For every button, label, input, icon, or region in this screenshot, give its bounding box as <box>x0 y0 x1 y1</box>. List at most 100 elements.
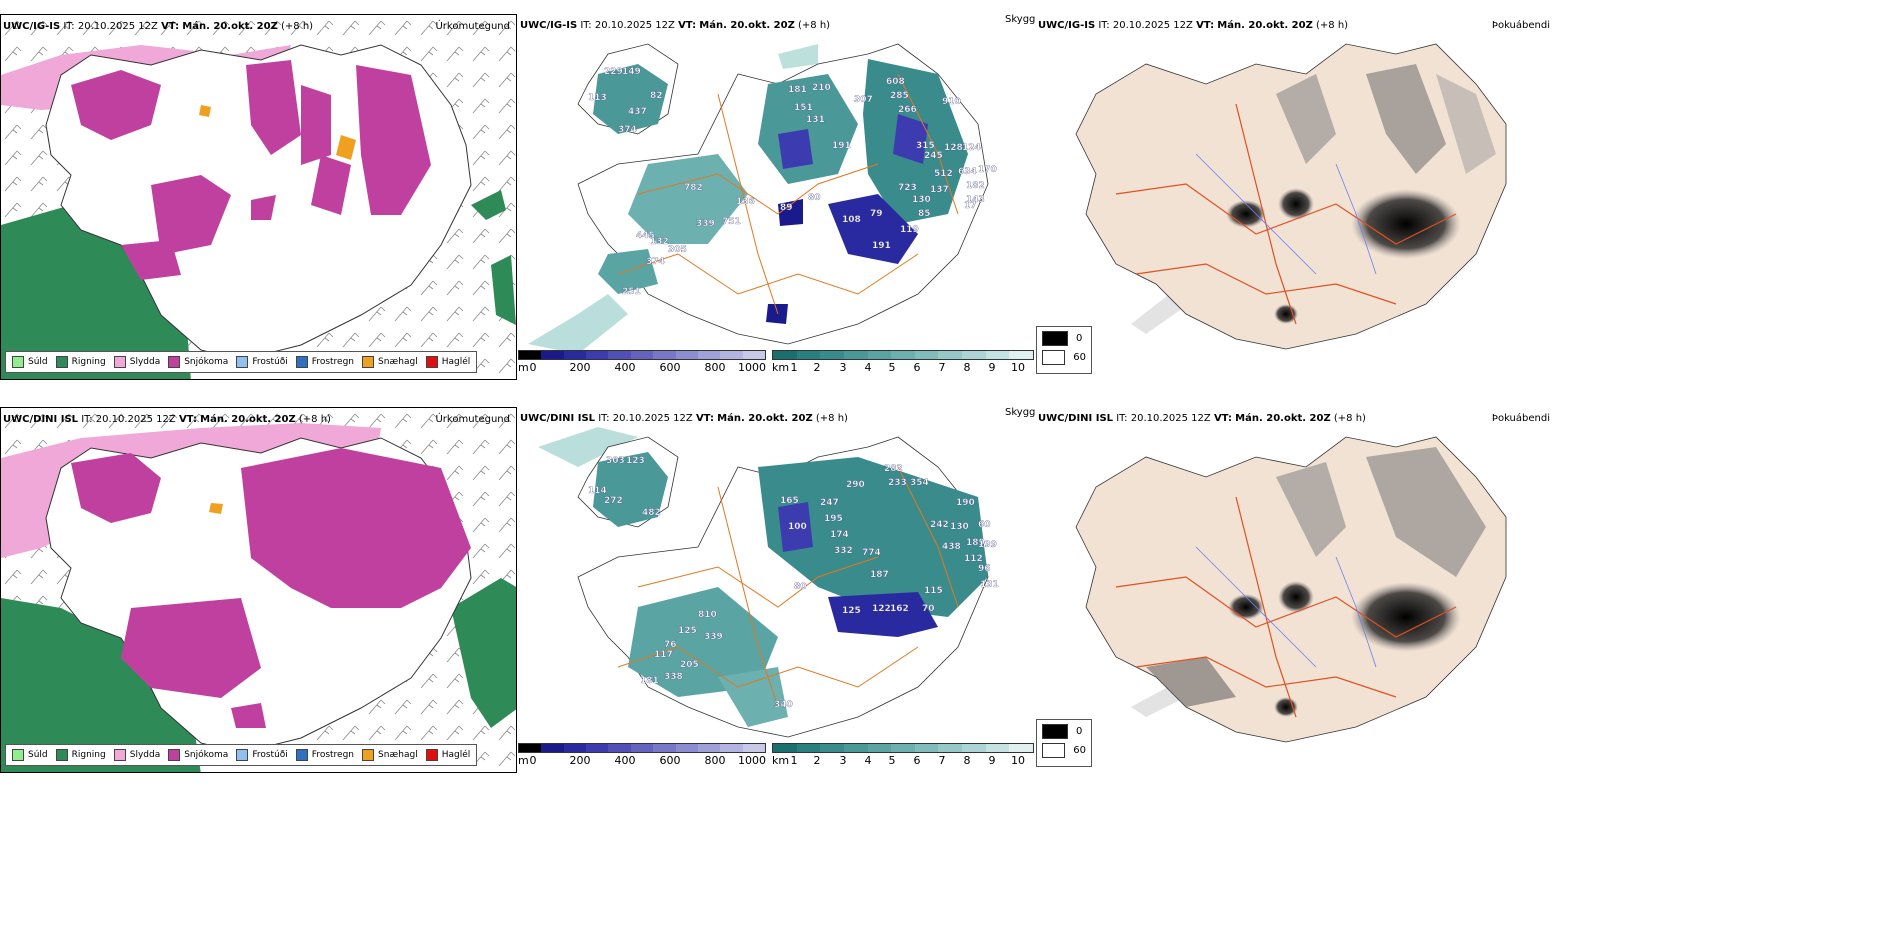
visibility-value-label: 340 <box>774 700 793 710</box>
it-label: IT: <box>63 21 75 32</box>
visibility-value-label: 136 <box>736 197 755 207</box>
header-row2-mid: UWC/DINI ISL IT: 20.10.2025 12Z VT: Mán.… <box>520 413 848 424</box>
fog-legend-swatch <box>1042 331 1068 346</box>
visibility-value-label: 96 <box>978 564 991 574</box>
legend-item: Snjókoma <box>168 749 228 761</box>
km-tick: 4 <box>864 361 872 374</box>
visibility-value-label: 774 <box>862 548 881 558</box>
visibility-value-label: 195 <box>824 514 843 524</box>
it-label: IT: <box>81 414 93 425</box>
m-tick: 600 <box>659 754 681 767</box>
legend-label: Snjókoma <box>184 750 229 760</box>
visibility-km-colorbar-row1: km 1 2 3 4 5 6 7 8 9 10 <box>772 350 1034 376</box>
legend-swatch <box>55 749 68 761</box>
lead-time: (+8 h) <box>815 413 848 424</box>
legend-item: Rigning <box>55 749 106 761</box>
vt-label: VT: <box>161 21 180 32</box>
it-value: 20.10.2025 12Z <box>594 20 675 31</box>
it-value: 20.10.2025 12Z <box>95 414 176 425</box>
km-unit-label: km <box>772 754 790 767</box>
visibility-value-label: 290 <box>846 480 865 490</box>
legend-item: Frostúði <box>236 749 288 761</box>
visibility-m-colorbar-row2: m 0 200 400 600 800 1000 <box>518 743 766 769</box>
visibility-value-label: 149 <box>622 67 641 77</box>
legend-item: Frostregn <box>295 356 354 368</box>
colorbar-strip <box>772 743 1034 753</box>
km-tick: 2 <box>813 754 821 767</box>
m-tick: 200 <box>569 754 591 767</box>
vt-value: Mán. 20.okt. 20Z <box>1217 20 1313 31</box>
lead-time: (+8 h) <box>1333 413 1366 424</box>
legend-swatch <box>362 749 375 761</box>
m-tick: 400 <box>614 361 636 374</box>
visibility-value-label: 112 <box>964 554 983 564</box>
legend-swatch <box>295 749 308 761</box>
fog-legend-item: 0 <box>1037 720 1091 739</box>
visibility-value-label: 114 <box>588 486 607 496</box>
visibility-value-label: 82 <box>650 91 663 101</box>
visibility-value-label: 85 <box>918 209 931 219</box>
visibility-value-label: 125 <box>842 606 861 616</box>
visibility-value-label: 89 <box>780 203 793 213</box>
legend-item: Rigning <box>55 356 106 368</box>
it-label: IT: <box>1098 20 1110 31</box>
m-tick: 800 <box>704 361 726 374</box>
colorbar-strip <box>772 350 1034 360</box>
legend-swatch <box>113 749 126 761</box>
km-tick: 8 <box>963 754 971 767</box>
precip-type-map-row2 <box>1 408 516 772</box>
km-tick: 1 <box>790 754 798 767</box>
vt-label: VT: <box>1213 413 1232 424</box>
visibility-panel-row1: 229 149 113 437 82 374 782 339 445 132 305 374 251 75… <box>518 14 1035 380</box>
it-label: IT: <box>580 20 592 31</box>
visibility-map-row1: 229 1491134378237478233944513230537425175… <box>528 43 997 354</box>
fog-panel-row2: UWC/DINI ISL IT: 20.10.2025 12Z VT: Mán.… <box>1036 407 1552 773</box>
legend-item: Súld <box>12 356 48 368</box>
km-tick: 5 <box>888 361 896 374</box>
visibility-value-label: 191 <box>872 241 891 251</box>
vt-value: Mán. 20.okt. 20Z <box>1235 413 1331 424</box>
km-tick: 7 <box>938 754 946 767</box>
it-value: 20.10.2025 12Z <box>612 413 693 424</box>
legend-swatch <box>236 749 249 761</box>
legend-swatch <box>113 356 126 368</box>
model-name: UWC/DINI ISL <box>1038 413 1114 424</box>
legend-swatch <box>236 356 249 368</box>
km-tick: 3 <box>839 361 847 374</box>
visibility-value-label: 437 <box>628 107 647 117</box>
vt-label: VT: <box>178 414 197 425</box>
model-name: UWC/IG-IS <box>3 21 61 32</box>
visibility-value-label: 272 <box>604 496 623 506</box>
vt-label: VT: <box>678 20 697 31</box>
it-value: 20.10.2025 12Z <box>77 21 158 32</box>
visibility-value-label: 76 <box>664 640 677 650</box>
precip-type-panel-row1: UWC/IG-IS IT: 20.10.2025 12Z VT: Mán. 20… <box>0 14 517 380</box>
model-name: UWC/IG-IS <box>520 20 578 31</box>
fog-legend-swatch <box>1042 743 1066 758</box>
visibility-value-label: 282 <box>884 464 903 474</box>
visibility-value-label: 187 <box>870 570 889 580</box>
precip-type-map-row1 <box>1 15 516 379</box>
visibility-value-label: 181 <box>640 676 659 686</box>
fog-legend-item: 60 <box>1037 346 1091 365</box>
precip-legend-row1: Súld Rigning Slydda Snjókoma Frostúði Fr… <box>5 351 478 373</box>
legend-item: Frostúði <box>236 356 288 368</box>
m-tick: 1000 <box>738 754 766 767</box>
legend-label: Haglél <box>441 750 471 760</box>
legend-label: Rigning <box>71 357 106 367</box>
m-tick: 600 <box>659 361 681 374</box>
visibility-value-label: 634 <box>958 167 977 177</box>
header-row2-right: UWC/DINI ISL IT: 20.10.2025 12Z VT: Mán.… <box>1038 413 1366 424</box>
legend-label: Rigning <box>71 750 106 760</box>
model-name: UWC/DINI ISL <box>3 414 79 425</box>
it-value: 20.10.2025 12Z <box>1112 20 1193 31</box>
visibility-panel-title-row1: Skyggni <box>1005 14 1045 25</box>
visibility-value-label: 482 <box>642 508 661 518</box>
legend-label: Frostúði <box>252 750 288 760</box>
visibility-value-label: 245 <box>924 151 943 161</box>
visibility-panel-row2: 303 123 114 272 482 165 100 247 290 195 174 332 282 2… <box>518 407 1035 773</box>
visibility-km-colorbar-row2: km 1 2 3 4 5 6 7 8 9 10 <box>772 743 1034 769</box>
m-tick: 400 <box>614 754 636 767</box>
visibility-value-label: 205 <box>680 660 699 670</box>
